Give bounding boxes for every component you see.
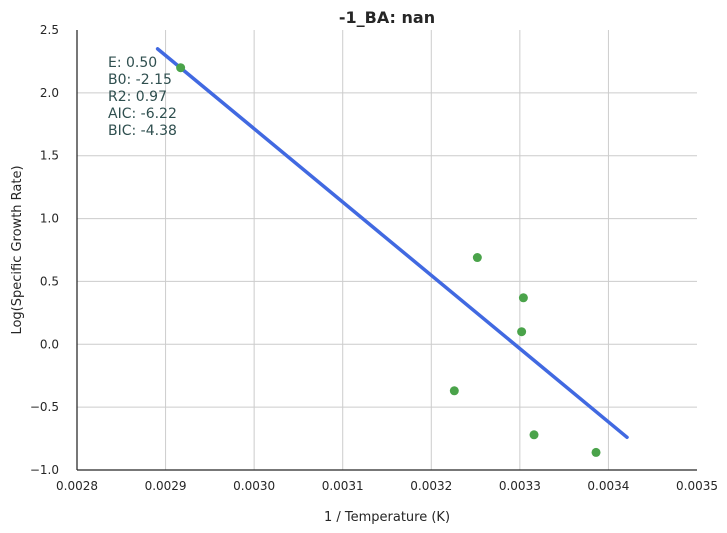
data-point <box>591 447 601 457</box>
x-tick-label: 0.0028 <box>56 479 98 493</box>
y-tick-label: 1.5 <box>40 149 59 163</box>
x-tick-labels: 0.0028 0.0029 0.0030 0.0031 0.0032 0.0033 0.00… <box>56 479 718 493</box>
chart-title: -1_BA: nan <box>339 8 435 27</box>
fit-stat-line: BIC: -4.38 <box>108 123 177 139</box>
data-point <box>518 293 528 303</box>
plot-area <box>77 30 697 470</box>
fit-stat-line: B0: -2.15 <box>108 72 172 88</box>
x-tick-label: 0.0029 <box>145 479 187 493</box>
fit-stat-line: AIC: -6.22 <box>108 106 177 122</box>
fit-stat-line: E: 0.50 <box>108 55 157 71</box>
y-tick-label: 0.0 <box>40 337 59 351</box>
fit-stat-line: R2: 0.97 <box>108 89 167 105</box>
data-point <box>176 63 186 73</box>
x-axis-label: 1 / Temperature (K) <box>324 510 450 525</box>
grid <box>77 30 697 470</box>
x-tick-label: 0.0032 <box>410 479 452 493</box>
y-tick-label: 2.0 <box>40 86 59 100</box>
x-tick-label: 0.0030 <box>233 479 275 493</box>
fit-line <box>155 47 629 440</box>
axes <box>76 30 697 471</box>
y-axis-label: Log(Specific Growth Rate) <box>10 165 25 334</box>
x-tick-label: 0.0034 <box>587 479 629 493</box>
data-points <box>176 63 601 457</box>
x-tick-label: 0.0031 <box>322 479 364 493</box>
y-tick-label: −1.0 <box>30 463 59 477</box>
data-point <box>449 386 459 396</box>
y-tick-label: 1.0 <box>40 212 59 226</box>
y-tick-label: 0.5 <box>40 274 59 288</box>
data-point <box>472 253 482 263</box>
y-tick-labels: −1.0 −0.5 0.0 0.5 1.0 1.5 2.0 2.5 <box>30 23 59 477</box>
x-tick-label: 0.0035 <box>676 479 718 493</box>
fit-line-group <box>155 47 629 440</box>
y-tick-label: 2.5 <box>40 23 59 37</box>
data-point <box>517 327 527 337</box>
data-point <box>529 430 539 440</box>
x-tick-label: 0.0033 <box>499 479 541 493</box>
y-tick-label: −0.5 <box>30 400 59 414</box>
